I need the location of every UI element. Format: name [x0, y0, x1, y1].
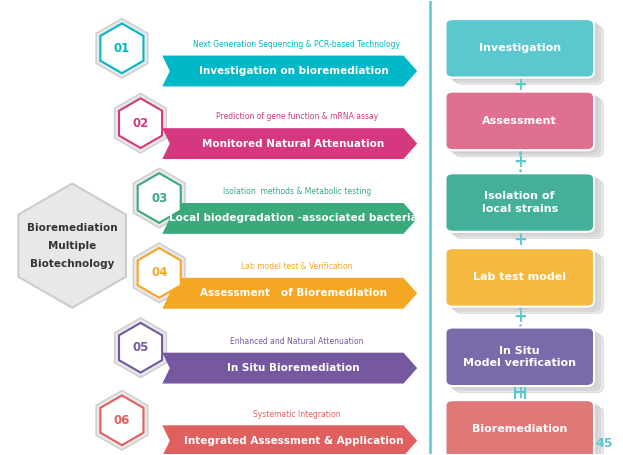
- FancyBboxPatch shape: [445, 400, 594, 455]
- FancyBboxPatch shape: [455, 26, 603, 84]
- FancyBboxPatch shape: [455, 334, 603, 393]
- FancyBboxPatch shape: [445, 248, 594, 307]
- Text: Lab model test & Verification: Lab model test & Verification: [241, 262, 353, 271]
- Text: 02: 02: [133, 116, 149, 130]
- Polygon shape: [18, 183, 126, 308]
- Polygon shape: [119, 98, 162, 148]
- Text: Integrated Assessment & Application: Integrated Assessment & Application: [184, 436, 403, 446]
- FancyBboxPatch shape: [449, 402, 597, 455]
- Polygon shape: [163, 353, 417, 384]
- Text: +: +: [513, 308, 526, 326]
- FancyBboxPatch shape: [452, 332, 600, 390]
- Polygon shape: [133, 243, 185, 303]
- Text: 01: 01: [114, 42, 130, 55]
- Polygon shape: [163, 425, 417, 455]
- Text: +: +: [513, 153, 526, 171]
- FancyBboxPatch shape: [445, 91, 594, 150]
- Polygon shape: [96, 19, 148, 78]
- FancyBboxPatch shape: [445, 173, 594, 232]
- FancyBboxPatch shape: [445, 19, 594, 78]
- FancyBboxPatch shape: [449, 21, 597, 80]
- FancyBboxPatch shape: [449, 250, 597, 309]
- Text: 05: 05: [132, 341, 149, 354]
- Text: Isolation of
local strains: Isolation of local strains: [482, 192, 558, 214]
- Text: +: +: [513, 384, 526, 402]
- Polygon shape: [163, 128, 417, 159]
- Polygon shape: [138, 248, 181, 298]
- Text: 06: 06: [114, 414, 130, 427]
- Text: Monitored Natural Attenuation: Monitored Natural Attenuation: [202, 139, 384, 149]
- Polygon shape: [100, 24, 143, 73]
- Text: Assessment   of Bioremediation: Assessment of Bioremediation: [200, 288, 387, 298]
- Polygon shape: [119, 323, 162, 373]
- Text: Bioremediation: Bioremediation: [472, 425, 568, 435]
- FancyBboxPatch shape: [445, 328, 594, 386]
- FancyBboxPatch shape: [452, 96, 600, 155]
- Text: Multiple: Multiple: [48, 241, 97, 251]
- Polygon shape: [100, 395, 143, 445]
- Text: Enhanced and Natural Attenuation: Enhanced and Natural Attenuation: [230, 337, 364, 346]
- Text: Investigation on bioremediation: Investigation on bioremediation: [199, 66, 388, 76]
- Polygon shape: [138, 173, 181, 223]
- Text: 03: 03: [151, 192, 168, 204]
- FancyBboxPatch shape: [455, 180, 603, 238]
- Polygon shape: [163, 203, 417, 234]
- Text: Systematic Integration: Systematic Integration: [253, 410, 341, 419]
- Text: Lab test model: Lab test model: [473, 273, 566, 283]
- FancyBboxPatch shape: [455, 255, 603, 313]
- Text: Next Generation Sequencing & PCR-based Technology: Next Generation Sequencing & PCR-based T…: [193, 40, 401, 49]
- Text: Prediction of gene function & mRNA assay: Prediction of gene function & mRNA assay: [216, 112, 378, 121]
- Polygon shape: [96, 390, 148, 450]
- Text: 04: 04: [151, 266, 168, 279]
- Polygon shape: [163, 278, 417, 308]
- Text: +: +: [513, 231, 526, 249]
- Text: Assessment: Assessment: [482, 116, 557, 126]
- Text: 45: 45: [596, 437, 613, 450]
- FancyBboxPatch shape: [449, 94, 597, 152]
- Text: In Situ Bioremediation: In Situ Bioremediation: [227, 363, 360, 373]
- Text: Investigation: Investigation: [478, 43, 561, 53]
- FancyBboxPatch shape: [452, 178, 600, 236]
- FancyBboxPatch shape: [455, 98, 603, 157]
- Polygon shape: [115, 318, 166, 378]
- FancyBboxPatch shape: [452, 253, 600, 311]
- Polygon shape: [115, 93, 166, 153]
- Text: In Situ
Model verification: In Situ Model verification: [464, 346, 576, 368]
- Text: Local biodegradation -associated bacteria: Local biodegradation -associated bacteri…: [169, 213, 418, 223]
- FancyBboxPatch shape: [455, 407, 603, 455]
- FancyBboxPatch shape: [449, 330, 597, 388]
- FancyBboxPatch shape: [452, 404, 600, 455]
- Polygon shape: [133, 168, 185, 228]
- Text: +: +: [513, 76, 526, 94]
- Text: Bioremediation: Bioremediation: [27, 222, 118, 233]
- Polygon shape: [163, 56, 417, 86]
- FancyBboxPatch shape: [452, 24, 600, 82]
- Text: Isolation  methods & Metabolic testing: Isolation methods & Metabolic testing: [223, 187, 371, 196]
- Text: Biotechnology: Biotechnology: [30, 259, 115, 269]
- FancyBboxPatch shape: [449, 176, 597, 234]
